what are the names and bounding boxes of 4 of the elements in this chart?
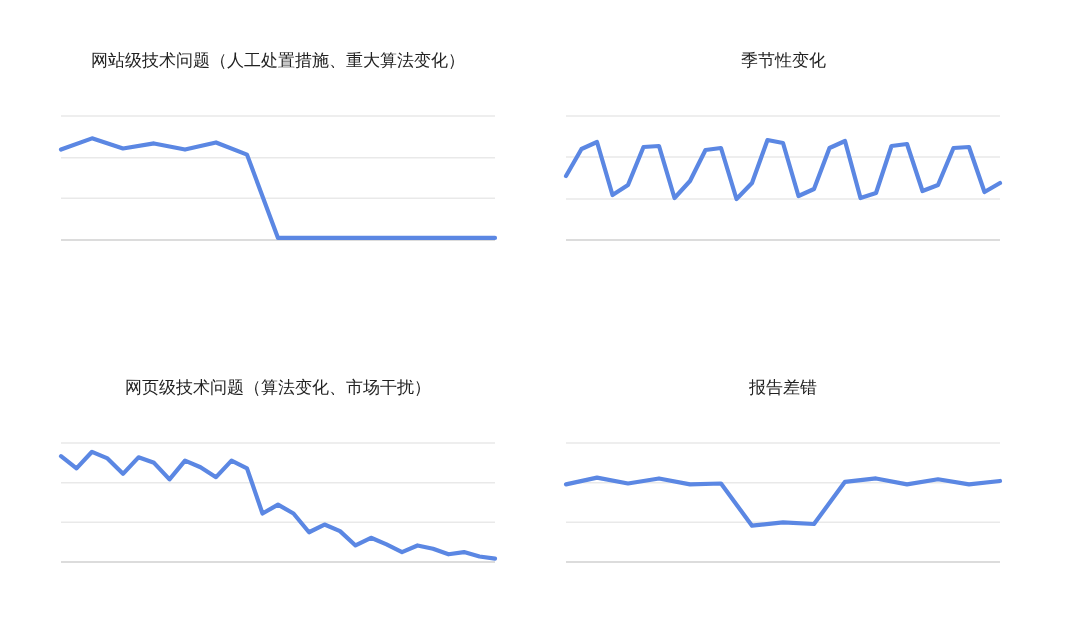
title: 网页级技术问题（算法变化、市场干扰）: [125, 377, 431, 397]
title: 季节性变化: [740, 50, 826, 70]
title: 网站级技术问题（人工处置措施、重大算法变化）: [91, 50, 465, 70]
title: 报告差错: [749, 377, 817, 397]
